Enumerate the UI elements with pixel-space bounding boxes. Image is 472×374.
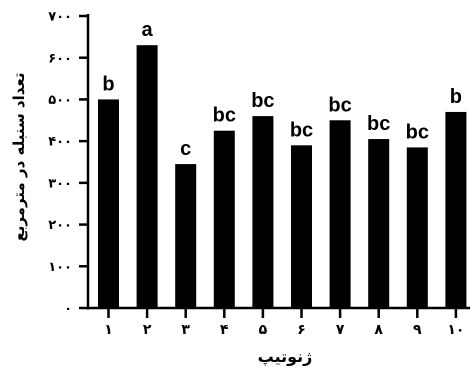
bar-significance-letter: bc (213, 105, 236, 127)
y-axis-ticks-group: ۰ ۱۰۰ ۲۰۰ ۳۰۰ ۴۰۰ ۵۰۰ ۶۰۰ ۷۰۰ (48, 10, 88, 317)
y-tick-label: ۶۰۰ (48, 51, 72, 66)
bar (445, 111, 467, 308)
x-tick-label: ۹ (413, 322, 422, 338)
bar (329, 120, 351, 309)
x-axis-ticks-group: ۱ ۲ ۳ ۴ ۵ ۶ ۷ ۸ ۹ ۱۰ (104, 308, 464, 338)
y-axis-title: تعداد سنبله در مترمربع (10, 72, 28, 241)
y-tick-label: ۷۰۰ (48, 10, 72, 25)
bar-significance-letter: b (102, 73, 114, 95)
bar (175, 164, 197, 308)
bar-significance-letter: bc (290, 119, 313, 141)
x-tick-label: ۳ (181, 322, 190, 338)
bar (136, 45, 158, 308)
bar-significance-letter: c (180, 138, 191, 160)
x-tick-label: ۲ (143, 322, 152, 338)
bar (213, 130, 235, 308)
y-tick-label: ۰ (64, 302, 72, 317)
x-tick-label: ۷ (336, 322, 345, 338)
bar-significance-letter: bc (251, 90, 274, 112)
bar-significance-letter: b (450, 86, 462, 108)
bar-significance-letter: bc (367, 113, 390, 135)
x-axis-title: ژنوتیپ (258, 347, 313, 367)
bar (406, 147, 428, 308)
bar (291, 145, 312, 308)
bars-group (98, 45, 467, 309)
x-tick-label: ۱۰ (447, 322, 464, 338)
bar-significance-letter: bc (328, 94, 351, 116)
bar (368, 139, 390, 308)
y-tick-label: ۴۰۰ (48, 135, 72, 150)
x-tick-label: ۵ (259, 322, 268, 338)
y-tick-label: ۵۰۰ (48, 93, 72, 108)
bar-significance-letter: bc (406, 121, 429, 143)
y-tick-label: ۳۰۰ (48, 176, 72, 191)
y-tick-label: ۱۰۰ (48, 260, 72, 275)
bar-significance-letter: a (142, 19, 154, 41)
y-tick-label: ۲۰۰ (48, 218, 72, 233)
x-tick-label: ۴ (220, 322, 229, 338)
x-tick-label: ۸ (374, 322, 383, 338)
bar (98, 99, 119, 308)
x-tick-label: ۶ (297, 322, 306, 338)
x-tick-label: ۱ (104, 322, 113, 338)
bar (252, 116, 274, 308)
